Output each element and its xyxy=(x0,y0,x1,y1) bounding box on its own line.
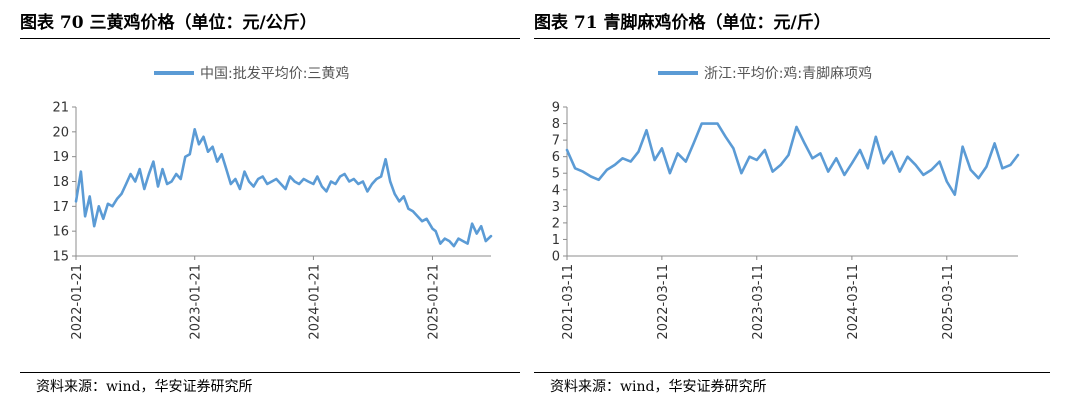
y-tick-label: 18 xyxy=(52,175,69,190)
x-tick-label: 2025-03-11 xyxy=(941,264,956,340)
line-chart-qing-jiao-ma-ji: 0 1 23 45 67 89 2021-03-11 2022-03-11 2023-03-11… xyxy=(552,65,1020,340)
y-tick-label: 5 xyxy=(552,167,560,182)
y-tick-label: 0 xyxy=(552,250,560,265)
chart-panel-right: 图表 71 青脚麻鸡价格（单位：元/斤） 0 1 2 3 4 5 6 7 8 9 2021-03-1… xyxy=(534,0,1054,418)
title-rule xyxy=(534,38,1050,39)
x-tick-label: 2025-01-21 xyxy=(426,264,441,340)
y-tick-label: 8 xyxy=(552,117,560,132)
y-tick-label: 4 xyxy=(552,183,560,198)
series-line xyxy=(74,128,493,248)
source-rule xyxy=(20,372,520,373)
legend-label: 浙江:平均价:鸡:青脚麻项鸡 xyxy=(704,65,872,82)
y-tick-label: 2 xyxy=(552,216,560,231)
y-tick-label: 21 xyxy=(52,101,69,116)
legend-label: 中国:批发平均价:三黄鸡 xyxy=(200,65,349,82)
source-rule xyxy=(534,372,1050,373)
x-tick-label: 2024-01-21 xyxy=(307,264,322,340)
y-tick-label: 6 xyxy=(552,150,560,165)
chart-title: 图表 70 三黄鸡价格（单位：元/公斤） xyxy=(20,13,317,33)
series-line xyxy=(565,122,1020,196)
chart-title: 图表 71 青脚麻鸡价格（单位：元/斤） xyxy=(534,13,831,33)
source-note: 资料来源：wind，华安证券研究所 xyxy=(550,379,767,395)
source-note: 资料来源：wind，华安证券研究所 xyxy=(36,379,253,395)
y-tick-label: 1 xyxy=(552,233,560,248)
x-tick-label: 2023-01-21 xyxy=(189,264,204,340)
x-tick-label: 2022-01-21 xyxy=(70,264,85,340)
line-chart-san-huang-ji: 15 16 17 18 19 20 21 2022-01-21 2023-01-21 2024-0… xyxy=(52,65,493,340)
y-tick-label: 15 xyxy=(52,250,69,265)
y-tick-label: 9 xyxy=(552,101,560,116)
y-tick-label: 7 xyxy=(552,134,560,149)
title-rule xyxy=(20,38,520,39)
x-tick-label: 2024-03-11 xyxy=(846,264,861,340)
x-tick-label: 2022-03-11 xyxy=(656,264,671,340)
y-tick-label: 17 xyxy=(52,200,69,215)
y-tick-label: 3 xyxy=(552,200,560,215)
chart-panel-left: 图表 70 三黄鸡价格（单位：元/公斤） 15 16 17 18 19 20 21 2022-… xyxy=(20,0,540,418)
y-tick-label: 20 xyxy=(52,125,69,140)
x-tick-label: 2023-03-11 xyxy=(751,264,766,340)
y-tick-label: 19 xyxy=(52,150,69,165)
y-tick-label: 16 xyxy=(52,225,69,240)
x-tick-label: 2021-03-11 xyxy=(561,264,576,340)
